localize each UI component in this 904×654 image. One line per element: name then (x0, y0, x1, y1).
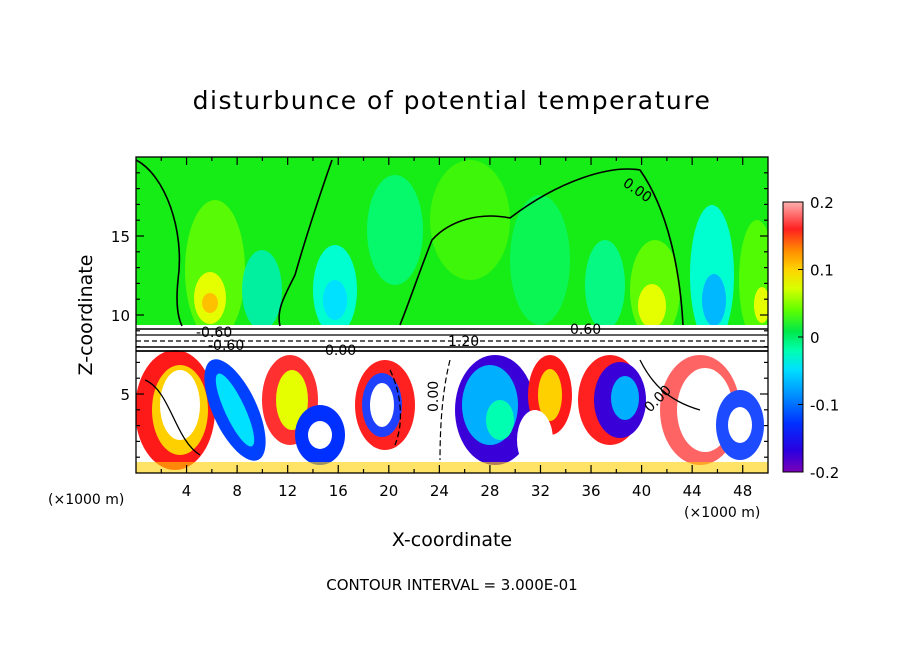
x-tick-label: 24 (430, 482, 449, 500)
upper-wave-blobs (185, 160, 768, 345)
lower-turbulence (136, 350, 768, 473)
tick-marks (136, 157, 768, 473)
y-axis-label: Z-coordinate (75, 255, 97, 376)
contour-label: -0.60 (208, 338, 244, 354)
colorbar-tick-label: 0.2 (810, 194, 834, 212)
colorbar-tick-label: 0 (810, 329, 820, 347)
x-tick-label: 8 (232, 482, 242, 500)
colorbar-tick-label: 0.1 (810, 262, 834, 280)
colorbar-tick-label: -0.2 (810, 464, 839, 482)
y-tick-label: 5 (120, 386, 130, 404)
x-tick-label: 48 (733, 482, 752, 500)
y-tick-label: 15 (111, 228, 130, 246)
contour-label: 1.20 (448, 334, 479, 350)
x-unit-left: (×1000 m) (48, 492, 124, 508)
y-tick-label: 10 (111, 307, 130, 325)
contour-label: 0.60 (570, 322, 601, 338)
x-tick-label: 20 (379, 482, 398, 500)
x-tick-label: 28 (480, 482, 499, 500)
contour-label-group: 0.00 -0.60 -0.60 0.60 1.20 0.00 0.00 0.0… (196, 175, 675, 416)
contour-lines (136, 159, 768, 461)
heatmap-field (136, 157, 768, 473)
contour-label: 0.00 (426, 381, 442, 412)
x-tick-labels: 4 8 12 16 20 24 28 32 36 40 44 48 (182, 482, 752, 500)
x-tick-label: 32 (531, 482, 550, 500)
colorbar: 0.2 0.1 0 -0.1 -0.2 (782, 194, 839, 482)
x-tick-label: 36 (581, 482, 600, 500)
colorbar-tick-label: -0.1 (810, 397, 839, 415)
y-tick-labels: 5 10 15 (111, 228, 130, 404)
chart-title: disturbunce of potential temperature (192, 86, 712, 115)
x-tick-label: 4 (182, 482, 192, 500)
x-tick-label: 40 (632, 482, 651, 500)
x-tick-label: 16 (329, 482, 348, 500)
x-tick-label: 44 (683, 482, 702, 500)
contour-interval-note: CONTOUR INTERVAL = 3.000E-01 (326, 576, 578, 594)
contour-label: -0.60 (196, 325, 232, 341)
contour-label: 0.00 (325, 343, 356, 359)
x-axis-label: X-coordinate (392, 529, 512, 551)
x-unit-right: (×1000 m) (684, 505, 760, 521)
x-tick-label: 12 (278, 482, 297, 500)
